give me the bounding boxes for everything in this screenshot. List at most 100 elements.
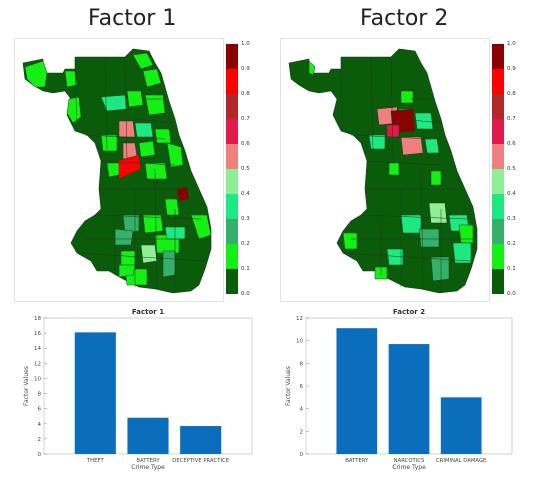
factor1-colorbar: 0.0 0.1 0.2 0.3 0.4 0.5 0.6 0.7 0.8 0.9 1.0 [226, 41, 256, 297]
factor2-map-frame [280, 38, 490, 302]
factor2-y-tick-label: 8 [300, 361, 304, 367]
factor1-community-area [114, 228, 134, 246]
factor1-colorbar-segment [226, 269, 238, 294]
factor1-community-area [142, 214, 164, 234]
factor2-colorbar-segment [492, 169, 504, 194]
factor1-community-area [164, 198, 180, 216]
factor2-colorbar-tick: 0.6 [507, 141, 516, 147]
factor2-area-border [420, 168, 424, 290]
factor1-area-border [94, 214, 202, 220]
factor1-y-tick-label: 4 [38, 422, 42, 428]
factor1-community-area [66, 96, 82, 124]
factor1-heading: Factor 1 [88, 6, 177, 31]
factor2-community-area [424, 138, 440, 154]
factor1-bar-deceptive-practice [180, 426, 222, 454]
factor1-community-area [24, 60, 48, 88]
factor1-colorbar-segment [226, 169, 238, 194]
factor2-colorbar-segment [492, 119, 504, 144]
factor1-community-area [144, 94, 166, 116]
factor2-community-area [400, 90, 414, 104]
factor2-community-area [308, 60, 316, 76]
factor1-area-border [104, 56, 108, 150]
factor2-y-tick-label: 2 [300, 429, 304, 435]
factor2-community-area [452, 242, 472, 264]
factor1-colorbar-segment [226, 44, 238, 69]
factor1-colorbar-tick: 0.0 [241, 291, 250, 297]
factor1-colorbar-segment [226, 94, 238, 119]
factor2-colorbar-segment [492, 144, 504, 169]
factor2-x-tick-label: BATTERY [345, 458, 369, 464]
factor1-community-area [144, 162, 168, 180]
factor2-bar-chart: Factor 2 0 2 4 6 8 10 12 Factor Values BATTERY NAR… [272, 304, 536, 480]
factor2-bar-criminal-damage [440, 397, 482, 454]
factor2-colorbar-tick: 0.9 [507, 66, 516, 72]
factor2-x-axis-label: Crime Type [392, 464, 426, 471]
factor1-area-border [100, 160, 176, 166]
factor2-community-area [368, 134, 386, 150]
factor2-colorbar-tick: 0.7 [507, 116, 516, 122]
factor2-colorbar-segment [492, 44, 504, 69]
factor2-y-tick-label: 0 [300, 452, 304, 458]
factor1-colorbar-tick: 0.7 [241, 116, 250, 122]
factor1-y-tick-label: 12 [34, 361, 41, 367]
factor1-bar-svg: Factor 1 0 2 4 6 8 10 12 14 16 18 Factor Values THEF… [23, 308, 253, 471]
factor2-colorbar-segment [492, 69, 504, 94]
factor1-map [22, 48, 212, 294]
factor2-community-area [414, 112, 434, 130]
factor1-y-tick-label: 16 [34, 331, 41, 337]
factor1-community-area [166, 142, 184, 168]
factor1-y-tick-label: 18 [34, 316, 41, 322]
factor2-city-outline [288, 48, 478, 294]
factor1-bar-theft [74, 332, 116, 454]
factor2-colorbar-tick: 0.8 [507, 91, 516, 97]
factor1-colorbar-segment [226, 69, 238, 94]
factor1-community-area [176, 186, 190, 202]
factor1-y-tick-label: 10 [34, 376, 41, 382]
factor1-area-border [74, 68, 78, 130]
factor2-community-area [342, 232, 358, 250]
factor2-colorbar-segment [492, 194, 504, 219]
factor1-area-border [76, 252, 206, 262]
factor2-colorbar-segment [492, 244, 504, 269]
factor1-x-tick-label: BATTERY [136, 458, 160, 464]
factor2-heading: Factor 2 [360, 6, 449, 31]
factor2-colorbar-tick: 0.4 [507, 191, 516, 197]
factor1-area-border [134, 118, 176, 124]
factor2-community-area [400, 136, 424, 156]
factor1-community-area [134, 122, 154, 138]
factor1-y-tick-label: 14 [34, 346, 41, 352]
factor1-community-area [132, 52, 154, 70]
factor2-map [288, 48, 478, 294]
factor2-area-border [342, 252, 472, 262]
factor2-colorbar-segment [492, 269, 504, 294]
factor1-bar-chart: Factor 1 0 2 4 6 8 10 12 14 16 18 Factor Values THEF… [0, 304, 268, 480]
factor1-colorbar-tick: 0.8 [241, 91, 250, 97]
factor2-colorbar-tick: 0.0 [507, 291, 516, 297]
factor1-community-area [100, 94, 128, 112]
factor2-x-tick-label: NARCOTICS [394, 458, 425, 464]
factor1-y-tick-label: 6 [38, 407, 42, 413]
factor2-bar-svg: Factor 2 0 2 4 6 8 10 12 Factor Values BATTERY NAR… [285, 308, 513, 471]
factor1-area-border [154, 168, 158, 290]
factor2-y-tick-label: 6 [300, 384, 304, 390]
factor1-community-area [126, 90, 144, 108]
factor2-area-border [390, 56, 394, 160]
factor2-colorbar-tick: 0.3 [507, 216, 516, 222]
factor2-community-area [430, 256, 450, 282]
factor2-y-tick-label: 10 [296, 339, 303, 345]
factor2-area-border [340, 68, 344, 130]
factor1-colorbar-tick: 0.6 [241, 141, 250, 147]
factor1-colorbar-tick: 0.3 [241, 216, 250, 222]
factor1-colorbar-segment [226, 244, 238, 269]
factor2-colorbar-tick: 0.5 [507, 166, 516, 172]
factor1-colorbar-tick: 0.5 [241, 166, 250, 172]
factor1-y-tick-label: 2 [38, 437, 42, 443]
factor1-colorbar-segment [226, 119, 238, 144]
factor2-community-area [458, 224, 474, 244]
factor1-community-area [190, 214, 212, 240]
factor2-colorbar-tick: 0.1 [507, 266, 516, 272]
factor1-colorbar-tick: 0.4 [241, 191, 250, 197]
factor1-colorbar-segment [226, 219, 238, 244]
factor1-x-tick-label: THEFT [86, 458, 105, 464]
factor1-colorbar-tick: 0.9 [241, 66, 250, 72]
